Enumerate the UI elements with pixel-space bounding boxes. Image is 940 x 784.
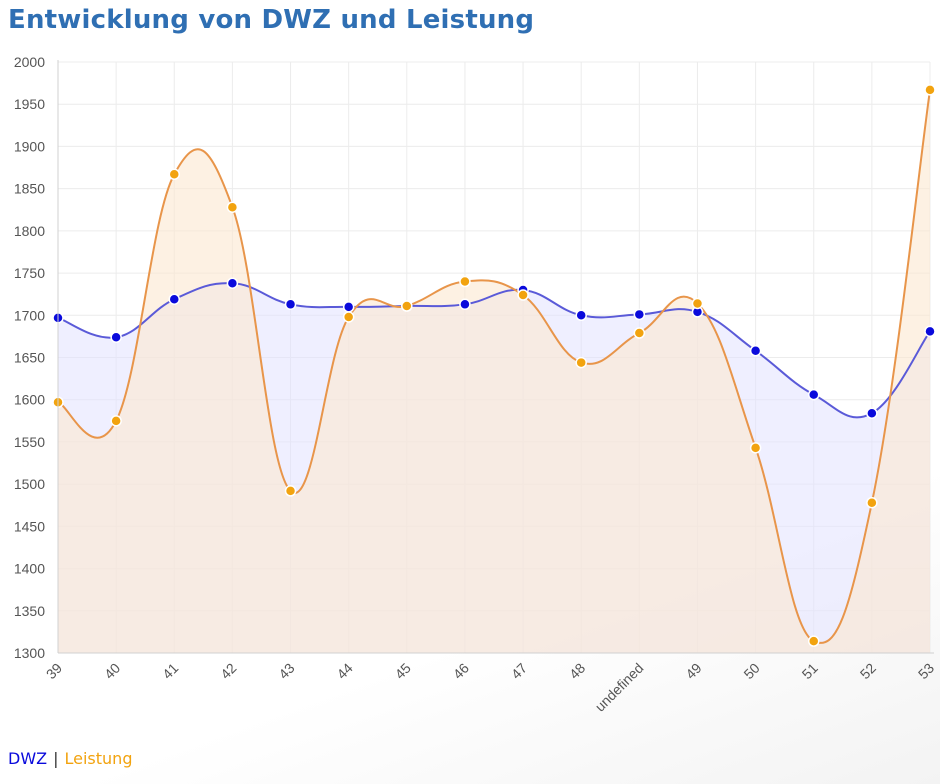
point-dwz[interactable] xyxy=(575,309,587,322)
point-dwz[interactable] xyxy=(342,301,355,313)
line-dwz xyxy=(57,282,931,419)
y-tick-label: 2000 xyxy=(14,54,45,70)
x-tick-label: 43 xyxy=(275,660,297,682)
y-tick-label: 1600 xyxy=(14,392,45,408)
point-dwz[interactable] xyxy=(168,293,181,305)
point-leistung[interactable] xyxy=(168,168,181,181)
y-tick-label: 1950 xyxy=(14,96,45,112)
y-tick-label: 1800 xyxy=(14,223,45,239)
legend-separator: | xyxy=(53,749,59,768)
y-axis: 1300 1350 1400 1450 1500 1550 1600 1650 1700 1750… xyxy=(14,54,59,661)
y-tick-label: 1650 xyxy=(14,350,45,366)
point-leistung[interactable] xyxy=(342,311,355,323)
y-tick-label: 1750 xyxy=(14,265,45,281)
point-leistung[interactable] xyxy=(459,275,471,288)
x-tick-label: 42 xyxy=(217,660,239,682)
chart-svg: 1300 1350 1400 1450 1500 1550 1600 1650 1700 1750… xyxy=(14,54,937,715)
point-dwz[interactable] xyxy=(866,407,878,419)
point-dwz[interactable] xyxy=(633,308,646,321)
y-tick-label: 1400 xyxy=(14,561,45,577)
x-tick-label: 53 xyxy=(915,660,937,682)
point-leistung[interactable] xyxy=(517,289,529,301)
x-tick-label: 40 xyxy=(101,660,123,682)
y-tick-label: 1550 xyxy=(14,434,45,450)
x-tick-label: undefined xyxy=(592,660,647,715)
point-dwz[interactable] xyxy=(807,388,820,401)
chart-areas xyxy=(58,89,930,653)
point-leistung[interactable] xyxy=(633,327,646,339)
y-tick-label: 1700 xyxy=(14,307,45,323)
point-leistung[interactable] xyxy=(226,201,239,213)
y-tick-label: 1500 xyxy=(14,476,45,492)
point-dwz[interactable] xyxy=(110,331,122,343)
point-dwz[interactable] xyxy=(459,298,471,311)
x-tick-label: 39 xyxy=(43,660,65,682)
y-tick-label: 1900 xyxy=(14,138,45,154)
point-leistung[interactable] xyxy=(110,415,122,427)
point-leistung[interactable] xyxy=(924,84,936,96)
x-tick-label: 49 xyxy=(682,660,704,682)
x-tick-label: 52 xyxy=(857,660,879,682)
x-tick-label: 48 xyxy=(566,660,588,682)
x-tick-label: 41 xyxy=(159,660,181,682)
point-dwz[interactable] xyxy=(226,277,239,289)
x-tick-label: 47 xyxy=(508,660,530,682)
x-tick-label: 51 xyxy=(799,660,821,682)
point-leistung[interactable] xyxy=(749,442,762,454)
point-leistung[interactable] xyxy=(575,356,587,369)
x-axis: 39 40 41 42 43 44 45 46 47 48 undefined 49 50 51 52 53 xyxy=(43,652,937,715)
point-dwz[interactable] xyxy=(284,298,297,311)
area-leistung xyxy=(58,89,930,653)
point-leistung[interactable] xyxy=(866,496,878,509)
x-tick-label: 44 xyxy=(333,660,355,682)
point-dwz[interactable] xyxy=(749,344,762,357)
point-leistung[interactable] xyxy=(401,300,413,312)
legend-leistung[interactable]: Leistung xyxy=(64,749,133,768)
point-leistung[interactable] xyxy=(284,485,297,497)
y-tick-label: 1850 xyxy=(14,181,45,197)
y-tick-label: 1350 xyxy=(14,603,45,619)
chart-title: Entwicklung von DWZ und Leistung xyxy=(8,5,535,35)
legend-dwz[interactable]: DWZ xyxy=(8,749,48,768)
legend: DWZ | Leistung xyxy=(8,749,132,768)
point-leistung[interactable] xyxy=(807,635,820,647)
y-tick-label: 1450 xyxy=(14,518,45,534)
x-tick-label: 50 xyxy=(740,660,762,682)
point-leistung[interactable] xyxy=(691,297,704,310)
point-dwz[interactable] xyxy=(924,325,936,338)
x-tick-label: 46 xyxy=(450,660,472,682)
y-tick-label: 1300 xyxy=(14,645,45,661)
x-tick-label: 45 xyxy=(392,660,414,682)
